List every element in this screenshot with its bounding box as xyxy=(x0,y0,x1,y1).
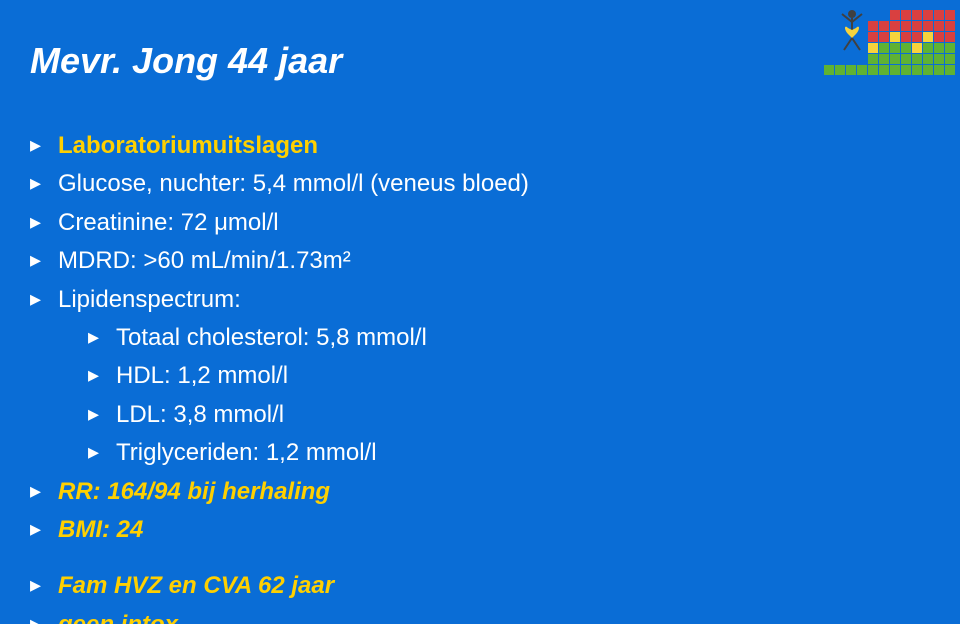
list-item: MDRD: >60 mL/min/1.73m² xyxy=(30,245,930,277)
slide: Mevr. Jong 44 jaar Laboratoriumuitslagen… xyxy=(0,0,960,624)
list-item: Glucose, nuchter: 5,4 mmol/l (veneus blo… xyxy=(30,168,930,200)
list-item: Totaal cholesterol: 5,8 mmol/l xyxy=(88,322,930,354)
list-item: HDL: 1,2 mmol/l xyxy=(88,360,930,392)
list-item: geen intox xyxy=(30,609,930,624)
list-item: Laboratoriumuitslagen xyxy=(30,130,930,162)
bullet-list-main: Laboratoriumuitslagen Glucose, nuchter: … xyxy=(30,130,930,624)
page-title: Mevr. Jong 44 jaar xyxy=(30,40,930,82)
list-item: Lipidenspectrum: Totaal cholesterol: 5,8… xyxy=(30,284,930,470)
list-item: Fam HVZ en CVA 62 jaar xyxy=(30,570,930,602)
list-item: LDL: 3,8 mmol/l xyxy=(88,399,930,431)
list-item: RR: 164/94 bij herhaling xyxy=(30,476,930,508)
bullet-list-sub: Totaal cholesterol: 5,8 mmol/l HDL: 1,2 … xyxy=(88,322,930,470)
logo-icon xyxy=(824,2,958,82)
list-item: Creatinine: 72 μmol/l xyxy=(30,207,930,239)
list-item: Triglyceriden: 1,2 mmol/l xyxy=(88,437,930,469)
list-item: BMI: 24 xyxy=(30,514,930,546)
